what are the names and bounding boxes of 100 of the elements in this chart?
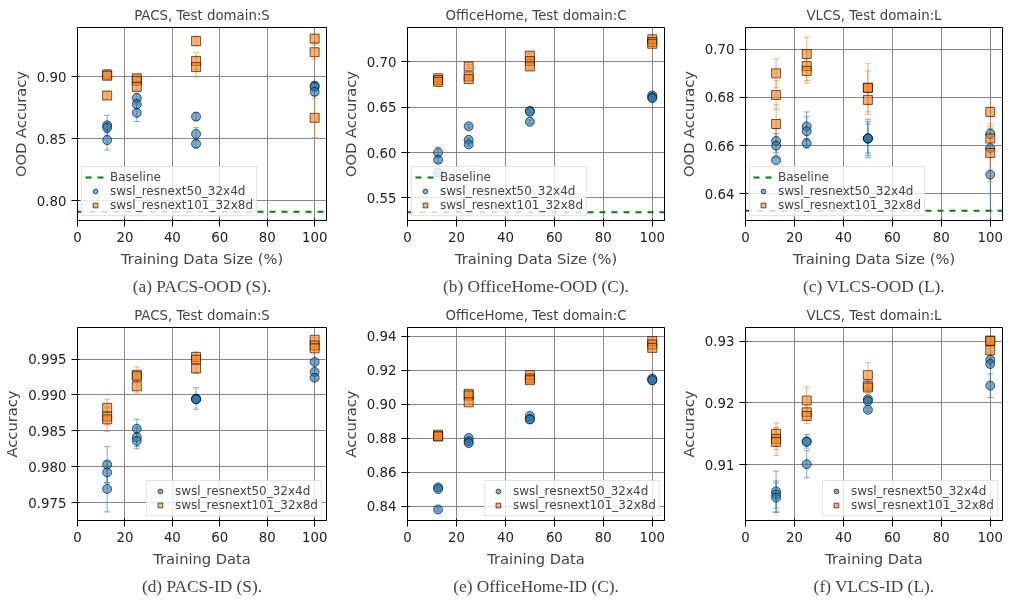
y-tick-label: 0.60 — [366, 145, 397, 161]
x-tick-label: 80 — [932, 229, 950, 245]
legend-label: swsl_resnext50_32x4d — [778, 184, 914, 198]
x-tick-label: 60 — [545, 229, 563, 245]
chart-title: PACS, Test domain:S — [134, 307, 270, 323]
y-tick-label: 0.88 — [366, 431, 397, 447]
x-tick-label: 20 — [447, 529, 465, 545]
y-axis-title: OOD Accuracy — [679, 70, 697, 177]
x-tick-label: 0 — [403, 529, 412, 545]
x-tick-label: 60 — [883, 529, 901, 545]
x-tick-label: 20 — [447, 229, 465, 245]
legend-label: swsl_resnext101_32x8d — [778, 198, 922, 212]
text: (a) PACS-OOD (S). — [132, 276, 272, 296]
x-tick-label: 20 — [785, 229, 803, 245]
x-axis-title: Training Data — [152, 549, 251, 567]
y-axis-title: Accuracy — [341, 390, 359, 458]
x-tick-label: 20 — [785, 529, 803, 545]
legend-label: Baseline — [110, 170, 161, 184]
x-tick-label: 40 — [834, 229, 852, 245]
text: (f) VLCS-ID (L). — [813, 576, 935, 596]
x-axis-title: Training Data Size (%) — [791, 249, 956, 267]
y-tick-label: 0.92 — [366, 363, 397, 379]
x-tick-label: 100 — [639, 229, 665, 245]
chart-title: VLCS, Test domain:L — [806, 7, 943, 23]
x-axis-title: Training Data — [824, 549, 923, 567]
legend-label: swsl_resnext101_32x8d — [110, 198, 254, 212]
y-tick-label: 0.70 — [704, 42, 735, 58]
y-tick-label: 0.68 — [704, 90, 735, 106]
x-tick-label: 100 — [639, 529, 665, 545]
x-tick-label: 40 — [496, 529, 514, 545]
legend-label: swsl_resnext101_32x8d — [850, 498, 994, 512]
x-tick-label: 40 — [834, 529, 852, 545]
y-tick-label: 0.84 — [366, 499, 397, 515]
x-tick-label: 60 — [211, 229, 229, 245]
x-tick-label: 0 — [73, 229, 82, 245]
x-axis-title: Training Data — [486, 549, 585, 567]
legend-label: swsl_resnext50_32x4d — [110, 184, 246, 198]
x-tick-label: 40 — [496, 229, 514, 245]
y-tick-label: 0.55 — [366, 190, 397, 206]
chart-title: OfficeHome, Test domain:C — [445, 307, 627, 323]
y-tick-label: 0.65 — [366, 100, 397, 116]
x-tick-label: 0 — [403, 229, 412, 245]
x-tick-label: 100 — [301, 529, 328, 545]
y-tick-label: 0.995 — [28, 352, 67, 368]
text: (b) OfficeHome-OOD (C). — [443, 276, 629, 296]
y-tick-label: 0.975 — [28, 495, 67, 511]
y-tick-label: 0.90 — [36, 69, 67, 85]
legend-label: Baseline — [440, 170, 491, 184]
text: (d) PACS-ID (S). — [141, 576, 263, 596]
x-tick-label: 80 — [258, 529, 276, 545]
y-tick-label: 0.85 — [36, 131, 67, 147]
legend-label: swsl_resnext50_32x4d — [440, 184, 576, 198]
y-tick-label: 0.70 — [366, 54, 397, 70]
y-tick-label: 0.91 — [704, 457, 735, 473]
x-tick-label: 0 — [73, 529, 82, 545]
x-tick-label: 60 — [545, 529, 563, 545]
chart-title: OfficeHome, Test domain:C — [445, 7, 627, 23]
y-tick-label: 0.93 — [704, 334, 735, 350]
x-tick-label: 40 — [163, 529, 181, 545]
y-tick-label: 0.980 — [28, 459, 67, 475]
x-tick-label: 80 — [594, 529, 612, 545]
y-axis-title: OOD Accuracy — [341, 70, 359, 177]
y-tick-label: 0.92 — [704, 395, 735, 411]
x-tick-label: 60 — [211, 529, 229, 545]
x-tick-label: 0 — [741, 529, 750, 545]
y-axis-title: Accuracy — [679, 390, 697, 458]
legend-label: Baseline — [778, 170, 829, 184]
y-tick-label: 0.94 — [366, 329, 397, 344]
x-tick-label: 20 — [116, 229, 134, 245]
y-axis-title: Accuracy — [3, 390, 21, 458]
y-tick-label: 0.90 — [366, 397, 397, 413]
x-tick-label: 100 — [977, 529, 1003, 545]
text: (c) VLCS-OOD (L). — [803, 276, 945, 296]
y-tick-label: 0.66 — [704, 138, 735, 154]
y-tick-label: 0.80 — [36, 193, 67, 209]
text: (e) OfficeHome-ID (C). — [453, 576, 619, 596]
chart-title: VLCS, Test domain:L — [806, 307, 943, 323]
x-tick-label: 100 — [301, 229, 328, 245]
x-tick-label: 100 — [977, 229, 1003, 245]
y-tick-label: 0.86 — [366, 465, 397, 481]
y-axis-title: OOD Accuracy — [11, 70, 29, 177]
x-axis-title: Training Data Size (%) — [453, 249, 618, 267]
legend-label: swsl_resnext50_32x4d — [174, 484, 311, 498]
legend-label: swsl_resnext101_32x8d — [440, 198, 584, 212]
legend-label: swsl_resnext50_32x4d — [512, 484, 649, 498]
x-tick-label: 80 — [932, 529, 950, 545]
y-tick-label: 0.985 — [28, 423, 67, 439]
legend-label: swsl_resnext101_32x8d — [512, 498, 656, 512]
x-tick-label: 60 — [883, 229, 901, 245]
x-tick-label: 80 — [594, 229, 612, 245]
legend-label: swsl_resnext101_32x8d — [174, 498, 318, 512]
x-tick-label: 0 — [741, 229, 750, 245]
legend-label: swsl_resnext50_32x4d — [850, 484, 987, 498]
y-tick-label: 0.64 — [704, 186, 735, 202]
x-tick-label: 80 — [258, 229, 276, 245]
x-tick-label: 40 — [163, 229, 181, 245]
x-axis-title: Training Data Size (%) — [119, 249, 284, 267]
x-tick-label: 20 — [116, 529, 134, 545]
y-tick-label: 0.990 — [28, 387, 67, 403]
chart-title: PACS, Test domain:S — [134, 7, 270, 23]
